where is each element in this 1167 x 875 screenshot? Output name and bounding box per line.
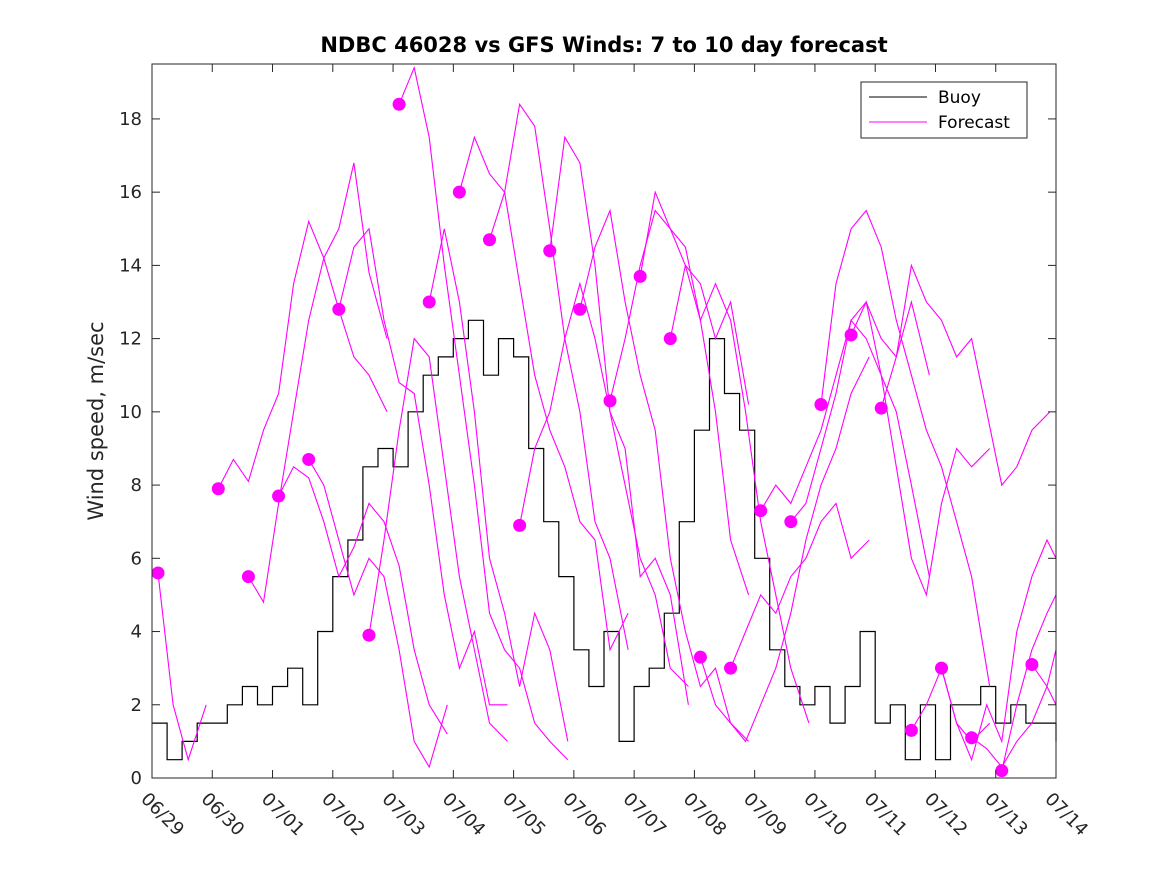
- forecast-run-line: [880, 263, 1051, 487]
- buoy-series: [152, 319, 1057, 761]
- y-tick-label: 16: [119, 182, 142, 203]
- forecast-run-line: [850, 300, 991, 597]
- forecast-start-marker: [754, 504, 768, 518]
- forecast-run-line: [278, 465, 448, 735]
- y-tick-label: 2: [131, 695, 142, 716]
- forecast-start-marker: [814, 398, 828, 412]
- forecast-start-marker: [934, 661, 948, 675]
- forecast-run-line: [247, 255, 388, 604]
- forecast-start-marker: [513, 518, 527, 532]
- forecast-run-line: [519, 281, 689, 687]
- forecast-run-line: [820, 209, 991, 687]
- forecast-run-line: [428, 228, 569, 742]
- forecast-run-line: [1031, 664, 1057, 706]
- y-tick-label: 12: [119, 329, 142, 350]
- forecast-start-marker: [241, 570, 255, 584]
- legend-box: [860, 81, 1028, 139]
- y-axis: 0 2 4 6 8 10 12 14 16 18: [119, 109, 1056, 789]
- forecast-start-marker: [724, 661, 738, 675]
- forecast-start-marker: [362, 628, 376, 642]
- forecast-run-line: [398, 65, 569, 761]
- forecast-start-marker: [784, 515, 798, 529]
- forecast-start-marker: [422, 295, 436, 309]
- forecast-run-line: [790, 319, 930, 577]
- forecast-run-line: [760, 299, 930, 511]
- forecast-start-marker: [272, 489, 286, 503]
- forecast-run-line: [488, 102, 629, 650]
- forecast-run-line: [549, 135, 689, 705]
- forecast-run-line: [368, 337, 508, 742]
- buoy-line: [152, 319, 1057, 761]
- forecast-start-marker: [332, 302, 346, 316]
- forecast-start-marker: [904, 723, 918, 737]
- forecast-start-marker: [965, 731, 979, 745]
- forecast-run-line: [940, 538, 1057, 762]
- forecast-start-marker: [573, 302, 587, 316]
- forecast-run-line: [730, 502, 870, 669]
- y-tick-label: 14: [119, 255, 142, 276]
- forecast-run-line: [669, 264, 750, 405]
- forecast-run-line: [609, 209, 750, 596]
- forecast-run-line: [458, 135, 629, 652]
- legend: Buoy Forecast: [860, 81, 1028, 139]
- forecast-run-line: [308, 459, 448, 769]
- forecast-start-marker: [151, 566, 165, 580]
- forecast-start-marker: [995, 764, 1009, 778]
- forecast-run-line: [699, 356, 870, 743]
- y-tick-label: 18: [119, 109, 142, 130]
- forecast-run-line: [1001, 594, 1057, 771]
- forecast-run-line: [579, 208, 749, 742]
- legend-buoy-label: Buoy: [938, 88, 981, 108]
- y-tick-label: 8: [131, 475, 142, 496]
- forecast-start-marker: [874, 401, 888, 415]
- forecast-start-marker: [1025, 657, 1039, 671]
- forecast-series: [157, 65, 1057, 771]
- forecast-start-marker: [452, 185, 466, 199]
- forecast-start-marker: [633, 269, 647, 283]
- forecast-run-line: [157, 572, 207, 762]
- legend-forecast-label: Forecast: [938, 113, 1010, 133]
- forecast-start-marker: [693, 650, 707, 664]
- forecast-markers: [151, 97, 1039, 778]
- plot-frame: [151, 63, 1057, 779]
- forecast-start-marker: [302, 452, 316, 466]
- forecast-start-marker: [482, 233, 496, 247]
- forecast-run-line: [217, 162, 388, 489]
- forecast-start-marker: [543, 244, 557, 258]
- y-tick-label: 4: [131, 622, 142, 643]
- forecast-run-line: [338, 227, 508, 706]
- y-tick-label: 0: [131, 768, 142, 789]
- forecast-start-marker: [663, 332, 677, 346]
- y-tick-label: 10: [119, 402, 142, 423]
- forecast-start-marker: [844, 328, 858, 342]
- forecast-start-marker: [392, 97, 406, 111]
- forecast-start-marker: [603, 394, 617, 408]
- forecast-start-marker: [211, 482, 225, 496]
- chart-title: NDBC 46028 vs GFS Winds: 7 to 10 day for…: [320, 33, 887, 57]
- y-tick-label: 6: [131, 548, 142, 569]
- y-axis-label: Wind speed, m/sec: [84, 321, 108, 520]
